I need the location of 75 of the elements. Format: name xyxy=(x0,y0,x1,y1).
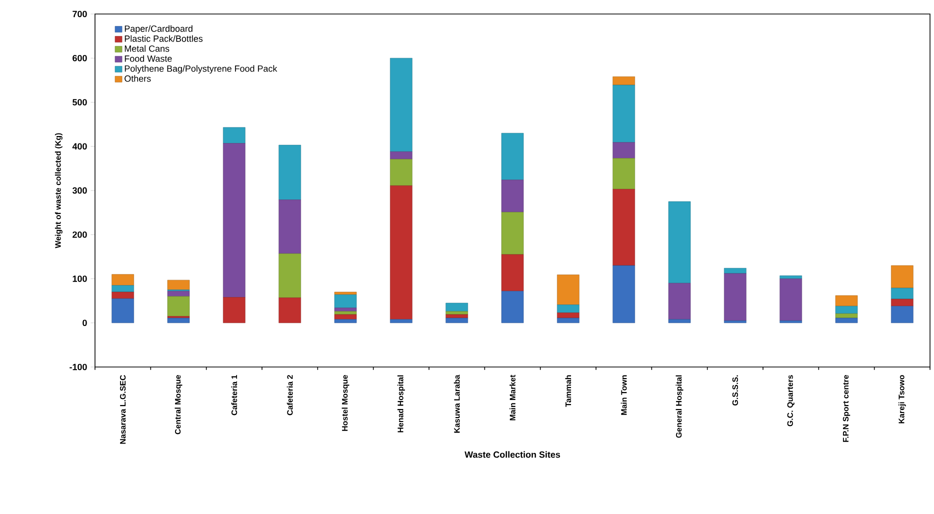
bar xyxy=(390,185,412,320)
bar xyxy=(390,58,412,152)
bar xyxy=(501,290,524,324)
bar xyxy=(724,320,746,324)
bar xyxy=(334,292,357,295)
bar xyxy=(835,306,858,314)
bar xyxy=(390,159,412,186)
bar xyxy=(278,253,301,298)
bar xyxy=(223,127,246,144)
legend-label: Paper/Cardboard xyxy=(124,25,192,34)
bar xyxy=(501,132,524,180)
bar xyxy=(891,306,914,324)
bar xyxy=(112,274,134,286)
y-tick-label: 300 xyxy=(72,187,87,194)
bar xyxy=(167,318,190,324)
bar xyxy=(167,290,190,297)
bar xyxy=(334,314,357,320)
legend-label: Polythene Bag/Polystyrene Food Pack xyxy=(124,65,278,74)
legend-label: Food Waste xyxy=(124,55,172,62)
bar xyxy=(112,285,134,292)
bar xyxy=(334,311,357,315)
bar xyxy=(612,142,635,158)
bar xyxy=(278,298,301,324)
y-tick-label: 200 xyxy=(72,231,87,238)
bar xyxy=(612,158,635,190)
bar xyxy=(557,274,580,305)
legend-label: Plastic Pack/Bottles xyxy=(124,35,203,42)
bar xyxy=(780,278,802,321)
y-tick-label: 0 xyxy=(82,320,87,326)
bar xyxy=(891,298,914,306)
bar xyxy=(501,254,524,292)
bar xyxy=(668,283,691,320)
bar xyxy=(724,268,746,274)
bar xyxy=(334,294,357,308)
bar xyxy=(334,319,357,324)
bar xyxy=(112,292,134,299)
y-tick-label: -100 xyxy=(70,364,87,370)
y-tick-label: 400 xyxy=(72,143,87,150)
x-axis-title: Waste Collection Sites xyxy=(464,451,560,458)
bar xyxy=(278,144,301,200)
bar xyxy=(446,318,468,324)
bar xyxy=(278,200,301,254)
bar xyxy=(446,314,468,318)
bar xyxy=(668,319,691,324)
y-tick-label: 600 xyxy=(72,54,87,62)
bar xyxy=(501,180,524,212)
bar xyxy=(891,265,914,288)
bar xyxy=(390,152,412,160)
bar xyxy=(612,76,635,86)
bar xyxy=(223,143,246,298)
bar xyxy=(557,312,580,318)
bar xyxy=(167,296,190,316)
bar xyxy=(612,84,635,143)
bar xyxy=(446,302,468,312)
bar xyxy=(780,320,802,324)
y-tick-label: 700 xyxy=(72,10,87,18)
bar xyxy=(112,298,134,324)
bar xyxy=(501,212,524,255)
bar xyxy=(612,265,635,324)
bar xyxy=(334,308,357,312)
bar xyxy=(668,201,691,284)
bar xyxy=(557,318,580,324)
y-tick-label: 500 xyxy=(72,99,87,106)
y-tick-label: 100 xyxy=(72,276,87,282)
bar xyxy=(223,297,246,324)
legend-label: Others xyxy=(124,75,151,82)
bar xyxy=(167,280,190,290)
bar xyxy=(891,288,914,300)
bar xyxy=(835,295,858,306)
bar xyxy=(390,319,412,324)
bar xyxy=(612,189,635,266)
legend-label: Metal Cans xyxy=(124,45,170,52)
bar xyxy=(557,304,580,313)
bar xyxy=(835,318,858,324)
bar xyxy=(724,273,746,321)
